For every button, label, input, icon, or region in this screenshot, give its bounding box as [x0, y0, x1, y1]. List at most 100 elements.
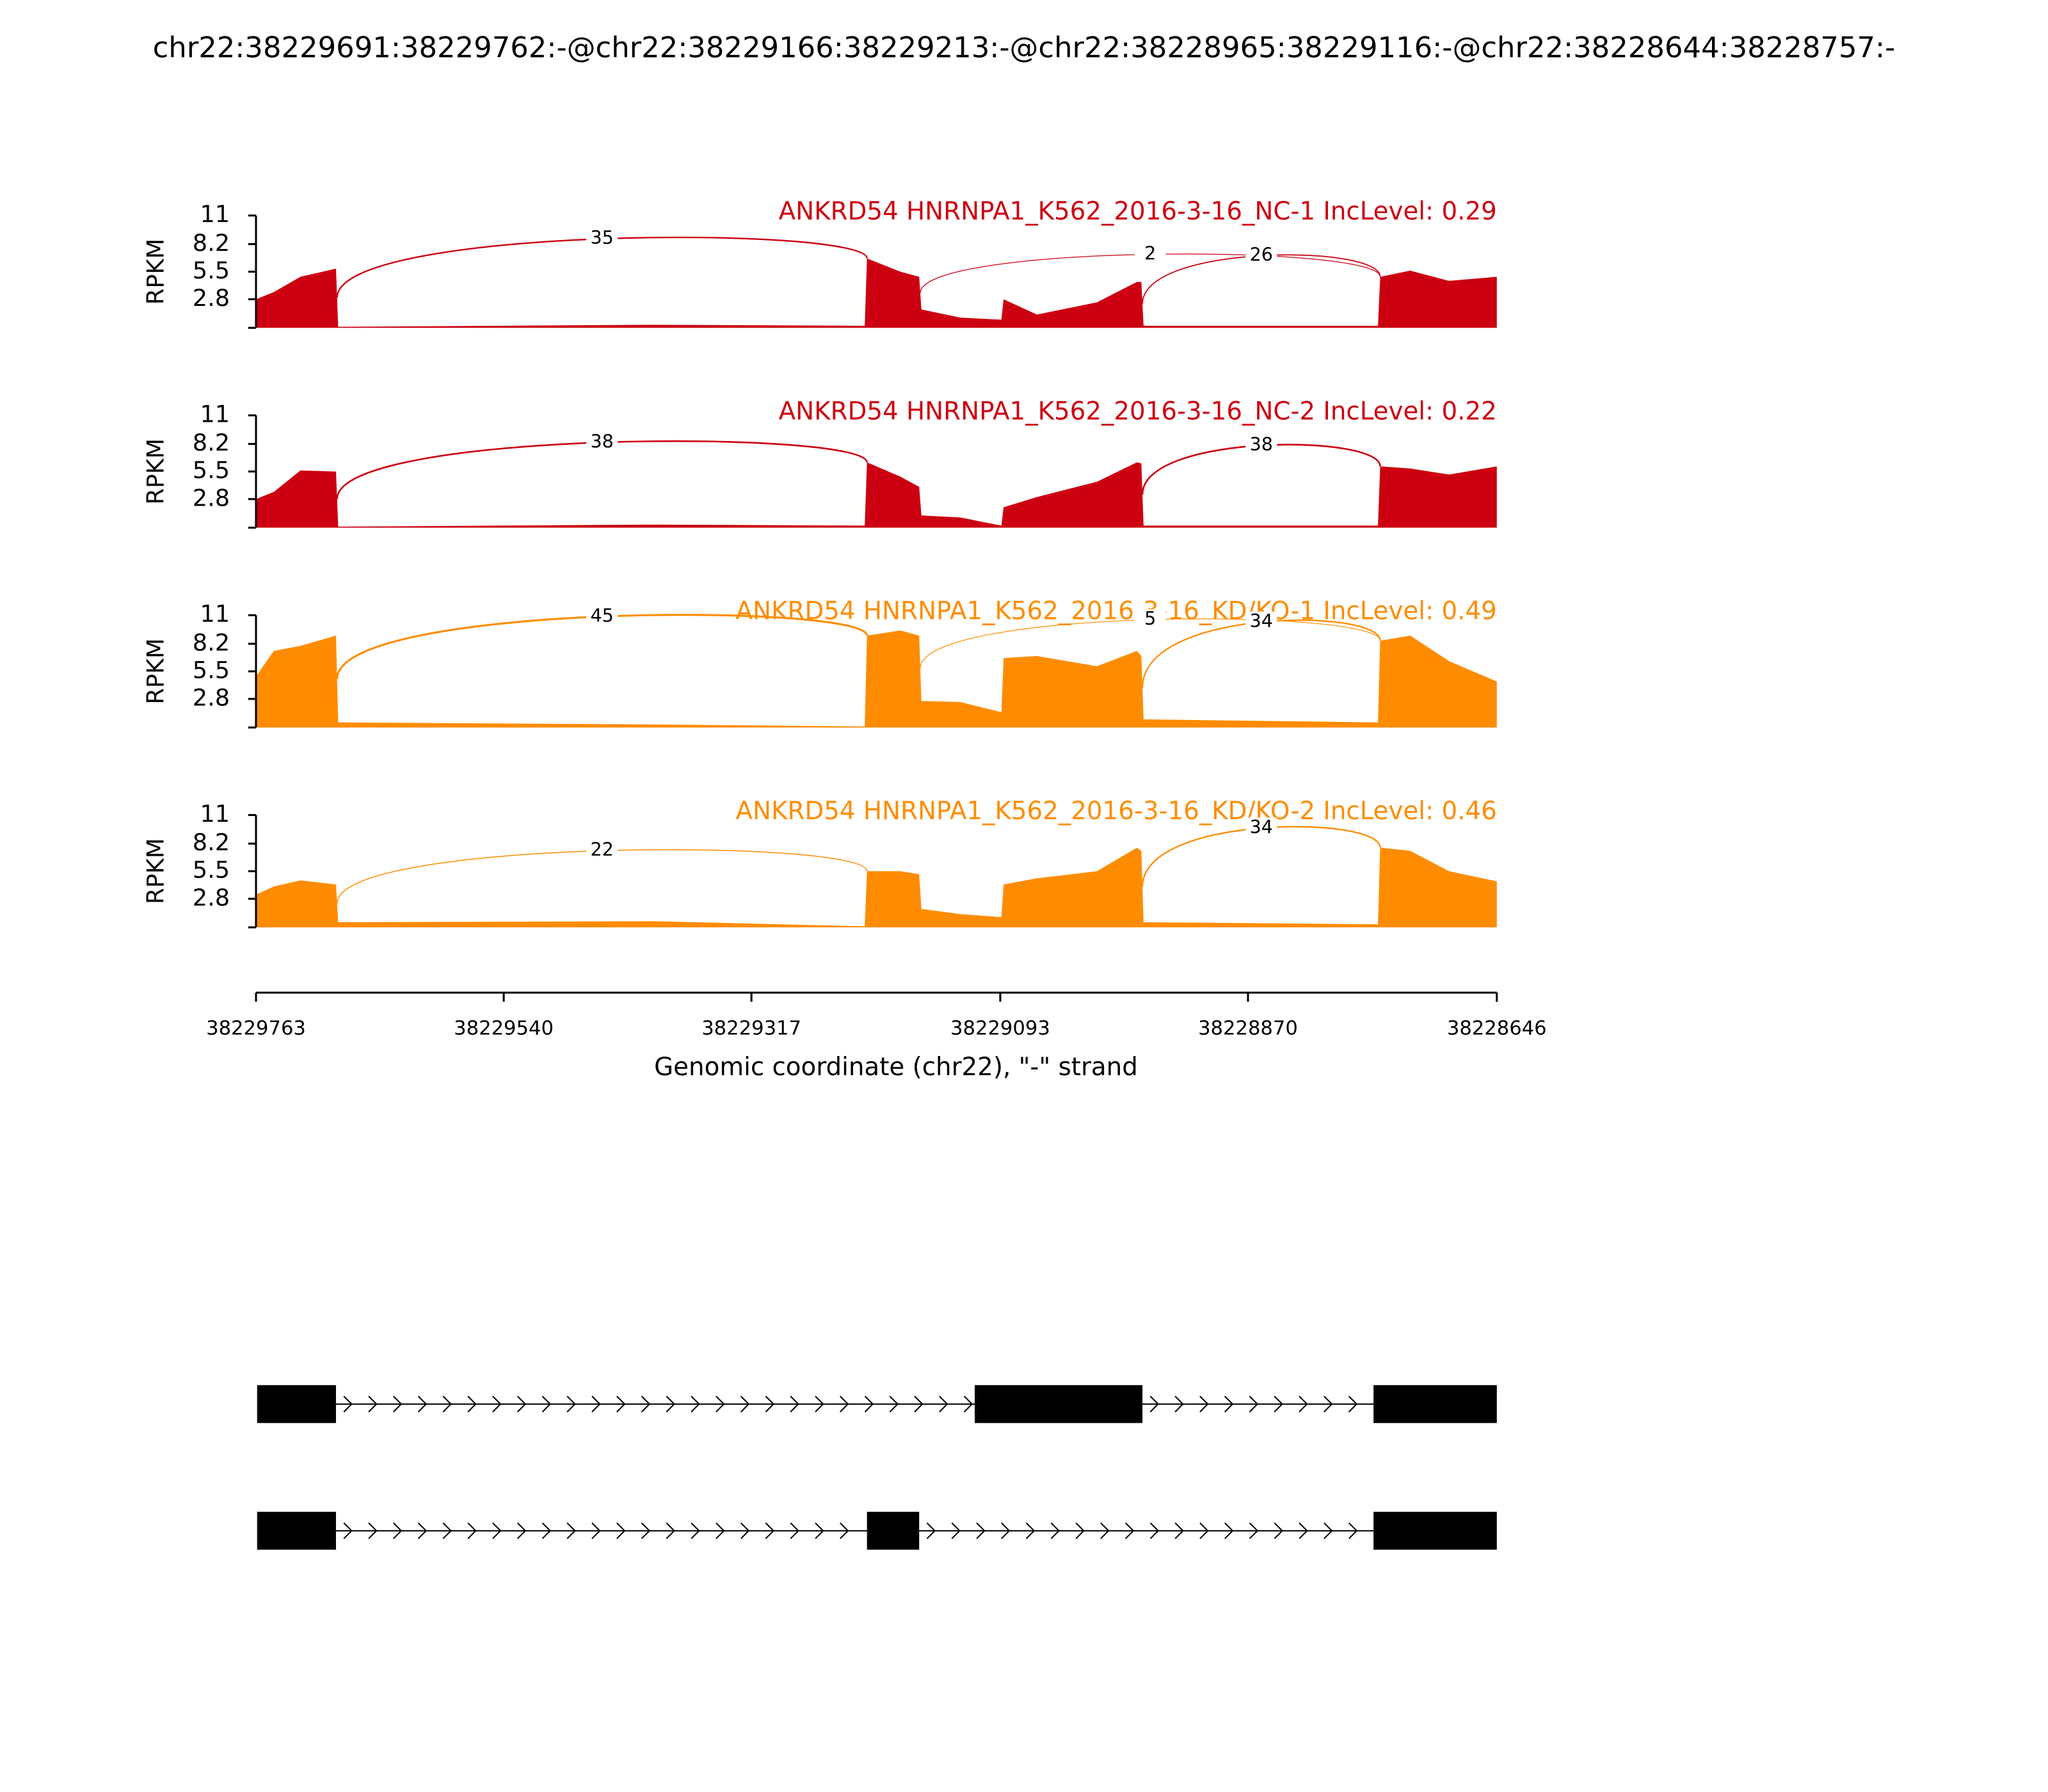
coverage-area — [256, 258, 1497, 328]
strand-arrow — [740, 1395, 750, 1412]
strand-arrow — [1249, 1522, 1259, 1539]
strand-arrow — [616, 1522, 626, 1539]
strand-arrow — [541, 1522, 552, 1539]
strand-arrow — [393, 1522, 403, 1539]
strand-arrow — [417, 1522, 428, 1539]
coverage-area — [256, 630, 1497, 728]
junction-count: 34 — [1250, 816, 1273, 838]
panel-title: ANKRD54 HNRNPA1_K562_2016-3-16_KD/KO-2 I… — [736, 797, 1497, 826]
strand-arrow — [1299, 1395, 1308, 1412]
strand-arrow — [1274, 1522, 1284, 1539]
strand-arrow — [963, 1395, 973, 1412]
strand-arrow — [1174, 1522, 1184, 1539]
strand-arrow — [641, 1395, 651, 1412]
strand-arrow — [691, 1395, 700, 1412]
panel-title: ANKRD54 HNRNPA1_K562_2016-3-16_NC-2 IncL… — [779, 397, 1497, 426]
strand-arrow — [939, 1395, 948, 1412]
strand-arrow — [417, 1395, 428, 1412]
y-tick-label: 2.8 — [193, 484, 230, 511]
strand-arrow — [442, 1522, 452, 1539]
strand-arrow — [343, 1395, 353, 1412]
strand-arrow — [840, 1522, 849, 1539]
strand-arrow — [1075, 1522, 1085, 1539]
y-tick-label: 5.5 — [193, 656, 230, 684]
junction-count: 45 — [590, 604, 613, 626]
y-tick-label: 5.5 — [193, 257, 230, 284]
strand-arrow — [1274, 1395, 1283, 1412]
panel-title: ANKRD54 HNRNPA1_K562_2016-3-16_NC-1 IncL… — [779, 197, 1497, 226]
strand-arrow — [840, 1395, 849, 1412]
strand-arrow — [1299, 1522, 1308, 1539]
junction-label-bg — [586, 228, 618, 250]
strand-arrow — [492, 1395, 502, 1412]
strand-arrow — [976, 1522, 986, 1539]
y-tick-label: 8.2 — [193, 429, 230, 456]
y-tick-label: 2.8 — [193, 884, 230, 911]
strand-arrow — [889, 1395, 899, 1412]
strand-arrow — [516, 1522, 527, 1539]
x-tick-label: 38229093 — [950, 1018, 1050, 1040]
y-tick-label: 8.2 — [193, 829, 230, 856]
y-tick-label: 11 — [200, 600, 230, 628]
y-axis-label: RPKM — [141, 638, 169, 704]
strand-arrow — [641, 1522, 651, 1539]
y-tick-label: 8.2 — [193, 229, 230, 257]
strand-arrow — [1025, 1522, 1036, 1539]
strand-arrow — [926, 1522, 936, 1539]
strand-arrow — [492, 1522, 502, 1539]
strand-arrow — [716, 1522, 725, 1539]
strand-arrow — [566, 1395, 576, 1412]
strand-arrow — [591, 1395, 601, 1412]
strand-arrow — [1249, 1395, 1259, 1412]
strand-arrow — [914, 1395, 924, 1412]
junction-label-bg — [1245, 435, 1277, 456]
strand-arrow — [1324, 1522, 1333, 1539]
y-tick-label: 2.8 — [193, 284, 230, 312]
strand-arrow — [864, 1395, 874, 1412]
junction-label-bg — [1245, 817, 1277, 839]
figure-title: chr22:38229691:38229762:-@chr22:38229166… — [153, 31, 1896, 65]
strand-arrow — [765, 1522, 775, 1539]
strand-arrow — [1050, 1522, 1060, 1539]
strand-arrow — [666, 1395, 675, 1412]
strand-arrow — [616, 1395, 626, 1412]
strand-arrow — [1199, 1522, 1209, 1539]
exon — [257, 1512, 336, 1550]
strand-arrow — [790, 1522, 799, 1539]
y-tick-label: 5.5 — [193, 456, 230, 484]
junction-count: 26 — [1250, 243, 1273, 265]
strand-arrow — [815, 1522, 824, 1539]
y-axis-label: RPKM — [141, 838, 169, 904]
junction-label-bg — [586, 840, 618, 861]
strand-arrow — [691, 1522, 700, 1539]
y-tick-label: 11 — [200, 400, 230, 428]
strand-arrow — [1348, 1395, 1358, 1412]
strand-arrow — [1224, 1522, 1234, 1539]
junction-count: 5 — [1144, 607, 1156, 629]
junction-label-bg — [1245, 611, 1277, 633]
strand-arrow — [1149, 1522, 1160, 1539]
junction-count: 38 — [590, 430, 613, 452]
strand-arrow — [1199, 1395, 1209, 1412]
exon — [1373, 1385, 1497, 1423]
strand-arrow — [541, 1395, 552, 1412]
y-axis-label: RPKM — [141, 438, 169, 504]
y-tick-label: 5.5 — [193, 856, 230, 884]
y-tick-label: 11 — [200, 800, 230, 828]
junction-label-bg — [586, 431, 618, 453]
strand-arrow — [716, 1395, 725, 1412]
strand-arrow — [1149, 1395, 1160, 1412]
junction-label-bg — [1134, 244, 1166, 265]
strand-arrow — [1001, 1522, 1011, 1539]
y-tick-label: 8.2 — [193, 628, 230, 656]
strand-arrow — [442, 1395, 452, 1412]
x-tick-label: 38228870 — [1198, 1018, 1298, 1040]
strand-arrow — [1174, 1395, 1184, 1412]
junction-count: 22 — [590, 838, 613, 860]
exon — [867, 1512, 920, 1550]
strand-arrow — [393, 1395, 403, 1412]
y-axis-label: RPKM — [141, 239, 169, 305]
junction-count: 34 — [1250, 610, 1273, 632]
